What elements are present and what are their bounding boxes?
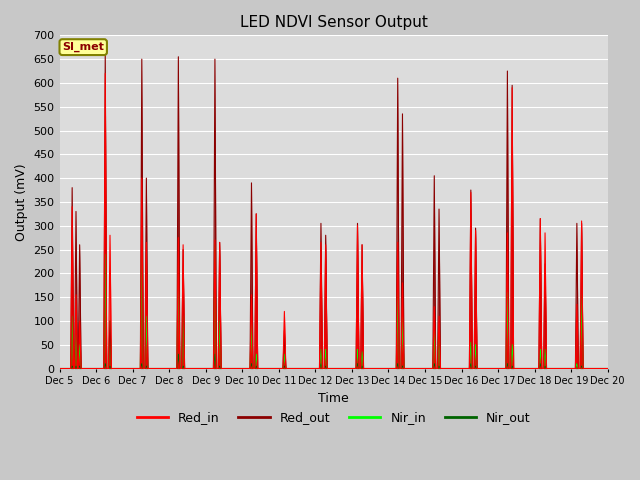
Title: LED NDVI Sensor Output: LED NDVI Sensor Output <box>240 15 428 30</box>
Text: SI_met: SI_met <box>62 42 104 52</box>
Y-axis label: Output (mV): Output (mV) <box>15 163 28 241</box>
Legend: Red_in, Red_out, Nir_in, Nir_out: Red_in, Red_out, Nir_in, Nir_out <box>132 406 536 429</box>
X-axis label: Time: Time <box>318 392 349 405</box>
